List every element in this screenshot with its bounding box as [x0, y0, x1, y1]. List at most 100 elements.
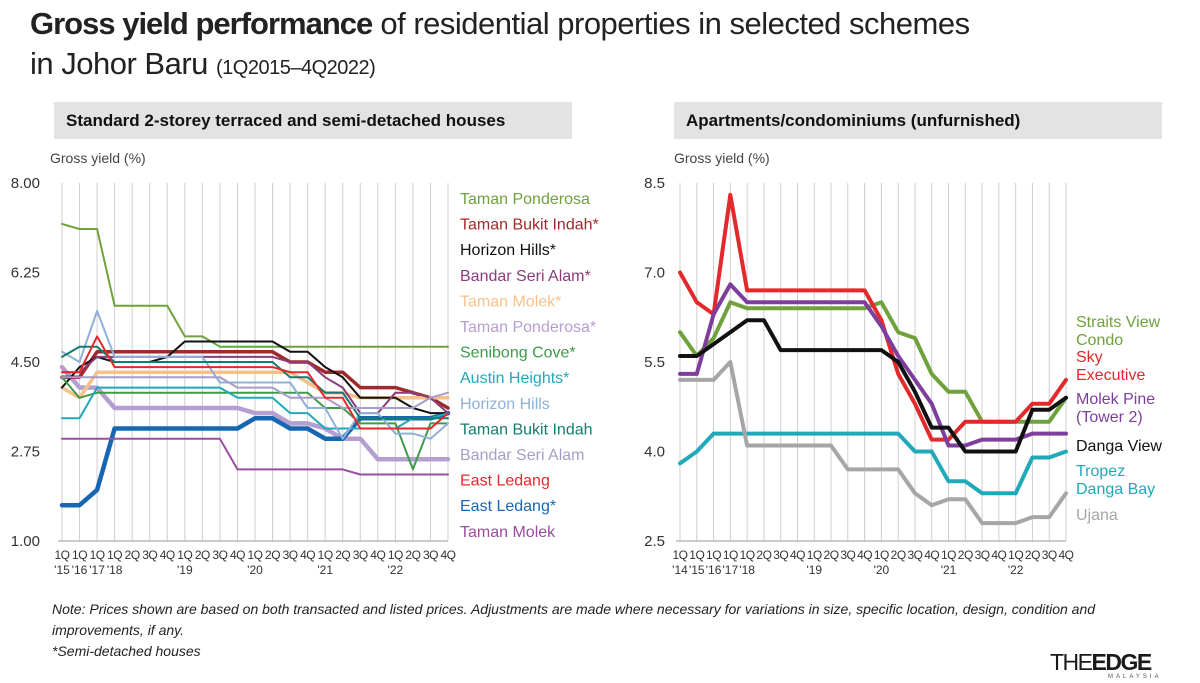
chart2-x-tick-year: '21 [941, 563, 957, 577]
chart2-x-tick-year: '20 [874, 563, 890, 577]
chart1-x-tick-label: 3Q [283, 548, 298, 562]
chart1-series-line [61, 335, 449, 430]
chart1-legend-label: Austin Heights* [460, 370, 569, 387]
chart1-legend-label: Bandar Seri Alam* [460, 268, 591, 285]
chart2-y-tick-label: 7.0 [644, 265, 665, 282]
chart1-x-tick-label: 1Q [318, 548, 333, 562]
chart2-x-tick-label: 4Q [857, 548, 872, 562]
chart1-x-tick-year: '16 [72, 563, 88, 577]
chart1-legend-label: East Ledang* [460, 498, 556, 515]
chart2-x-tick-label: 2Q [1025, 548, 1040, 562]
chart2-x-tick-label: 1Q [874, 548, 889, 562]
chart1-x-tick-label: 2Q [265, 548, 280, 562]
chart2-legend-label: Ujana [1076, 507, 1118, 524]
chart1-y-tick-label: 4.50 [11, 354, 40, 371]
chart1-x-tick-year: '21 [317, 563, 333, 577]
footnote: Note: Prices shown are based on both tra… [52, 599, 1112, 662]
chart2-series-line [678, 318, 1068, 454]
chart2-y-tick-label: 4.0 [644, 444, 665, 461]
chart2-x-tick-year: '22 [1008, 563, 1024, 577]
chart1-y-tick-label: 6.25 [11, 265, 40, 282]
chart2-x-tick-label: 3Q [773, 548, 788, 562]
chart1-x-tick-label: 1Q [90, 548, 105, 562]
chart2-x-tick-label: 1Q [941, 548, 956, 562]
chart1-x-tick-label: 1Q [388, 548, 403, 562]
chart2-y-tick-label: 5.5 [644, 354, 665, 371]
chart1-x-tick-year: '15 [54, 563, 70, 577]
chart1-legend-label: Taman Ponderosa* [460, 319, 596, 336]
chart2-x-tick-label: 1Q [1008, 548, 1023, 562]
title-line2: in Johor Baru [30, 46, 208, 81]
page-title: Gross yield performance of residential p… [30, 4, 1180, 88]
chart2-x-tick-label: 1Q [689, 548, 704, 562]
chart2-x-tick-label: 2Q [824, 548, 839, 562]
chart2-x-tick-year: '15 [689, 563, 705, 577]
title-bold: Gross yield performance [30, 6, 373, 41]
brand-wordmark: THEEDGE [1050, 649, 1152, 675]
chart1-x-tick-label: 2Q [405, 548, 420, 562]
chart1-legend-label: Taman Molek* [460, 293, 561, 310]
chart1-legend-label: Senibong Cove* [460, 345, 576, 362]
chart2-x-tick-label: 3Q [1042, 548, 1057, 562]
chart2-x-tick-label: 2Q [756, 548, 771, 562]
chart1-x-tick-label: 3Q [353, 548, 368, 562]
chart2-x-tick-year: '17 [723, 563, 739, 577]
chart1-series-line [61, 309, 449, 440]
brand-subtitle: MALAYSIA [1108, 674, 1162, 680]
title-period: (1Q2015–4Q2022) [216, 57, 376, 79]
chart2-x-tick-label: 4Q [1058, 548, 1073, 562]
chart2-x-tick-label: 4Q [991, 548, 1006, 562]
chart2-x-tick-year: '14 [672, 563, 688, 577]
chart2-legend-label: Danga Bay [1076, 481, 1155, 498]
chart2-x-tick-label: 1Q [740, 548, 755, 562]
chart1-x-tick-label: 2Q [125, 548, 140, 562]
chart1-x-tick-year: '19 [177, 563, 193, 577]
chart2-x-tick-year: '18 [739, 563, 755, 577]
chart2-legend-label: Danga View [1076, 438, 1162, 455]
chart1-series-line [60, 350, 450, 410]
chart2-x-tick-label: 2Q [891, 548, 906, 562]
chart1-y-tick-label: 1.00 [11, 533, 40, 550]
chart2-x-tick-label: 1Q [706, 548, 721, 562]
chart1-series-line [61, 376, 449, 471]
chart1-legend-label: Taman Ponderosa [460, 191, 590, 208]
chart2-x-tick-label: 2Q [958, 548, 973, 562]
chart1-x-tick-label: 3Q [212, 548, 227, 562]
chart1-legend-label: Bandar Seri Alam [460, 447, 585, 464]
chart2-legend-label: Condo [1076, 332, 1123, 349]
chart2-legend-label: Tropez [1076, 463, 1125, 480]
chart1-series-line [61, 222, 449, 348]
chart1-x-tick-label: 1Q [107, 548, 122, 562]
chart1-x-tick-label: 4Q [440, 548, 455, 562]
chart1-x-tick-year: '22 [388, 563, 404, 577]
chart1-series-line [61, 376, 449, 409]
chart1-x-tick-label: 4Q [160, 548, 175, 562]
chart1-series-line [59, 364, 451, 462]
chart1-x-tick-year: '17 [89, 563, 105, 577]
chart2-series-line [678, 360, 1068, 526]
chart1-legend-label: Taman Bukit Indah [460, 421, 593, 438]
chart2-x-tick-label: 1Q [672, 548, 687, 562]
brand-logo: THEEDGE MALAYSIA [1050, 650, 1180, 680]
chart1-x-tick-label: 1Q [177, 548, 192, 562]
chart2-series-line [678, 282, 1068, 448]
chart1-series-line [61, 345, 449, 420]
title-rest: of residential properties in selected sc… [380, 6, 970, 41]
chart1-y-tick-label: 2.75 [11, 444, 40, 461]
chart1-x-tick-label: 4Q [300, 548, 315, 562]
chart2-y-tick-label: 2.5 [644, 533, 665, 550]
chart2-legend-label: Straits View [1076, 314, 1161, 331]
chart1-y-tick-label: 8.00 [11, 175, 40, 192]
chart1-x-tick-label: 2Q [335, 548, 350, 562]
chart1-legend-label: Horizon Hills [460, 396, 550, 413]
chart1-legend-label: Taman Molek [460, 524, 556, 541]
chart2-legend-label: Molek Pine [1076, 391, 1155, 408]
chart2-legend-label: Sky [1076, 349, 1103, 366]
chart2-x-tick-label: 3Q [840, 548, 855, 562]
footnote-note: Note: Prices shown are based on both tra… [52, 601, 1096, 638]
chart2-x-tick-label: 4Q [924, 548, 939, 562]
chart2-series-line [678, 192, 1068, 442]
chart2-x-tick-year: '19 [806, 563, 822, 577]
chart2-series-line [678, 431, 1068, 496]
chart2-x-tick-label: 4Q [790, 548, 805, 562]
